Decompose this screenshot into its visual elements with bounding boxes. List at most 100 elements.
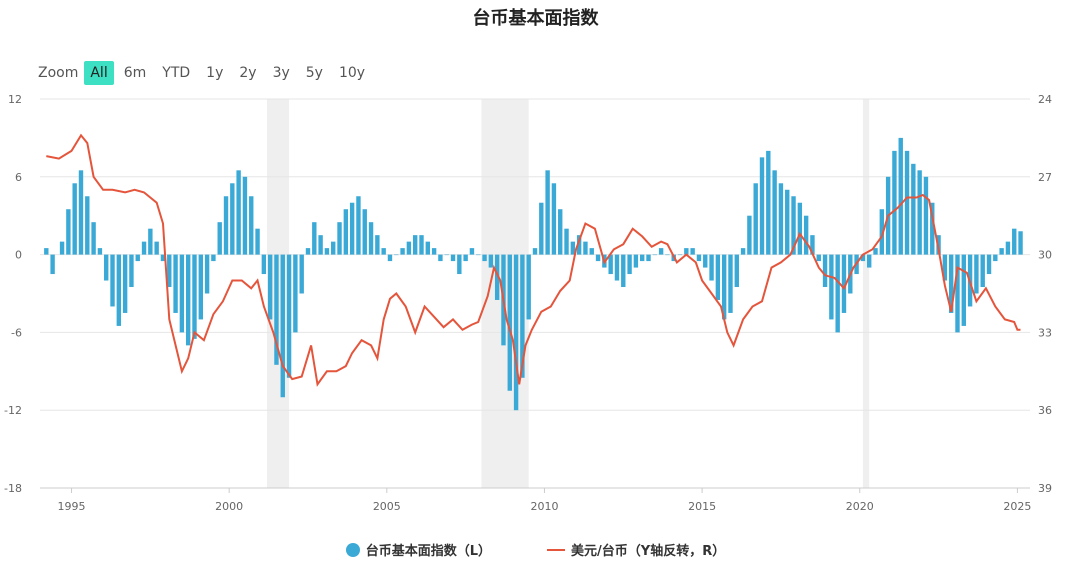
bar-80 [551, 183, 557, 255]
bar-20 [173, 254, 178, 313]
bar-8 [97, 248, 103, 255]
bar-39 [293, 254, 298, 333]
right-axis-tick-4: 36 [1038, 404, 1052, 417]
right-axis-tick-2: 30 [1038, 249, 1052, 262]
bar-6 [85, 196, 90, 255]
bar-106 [715, 254, 721, 300]
right-axis-tick-0: 24 [1038, 93, 1052, 106]
zoom-10y-button[interactable]: 10y [338, 65, 366, 81]
bar-51 [368, 222, 374, 255]
bar-13 [129, 254, 134, 288]
bar-34 [261, 254, 267, 275]
zoom-selector: Zoom All 6m YTD 1y 2y 3y 5y 10y [38, 61, 375, 85]
legend: 台币基本面指数（L） 美元/台币（Y轴反转，R） [0, 540, 1071, 559]
right-axis-tick-1: 27 [1038, 171, 1052, 184]
zoom-5y-button[interactable]: 5y [305, 65, 323, 81]
bar-126 [841, 254, 847, 313]
zoom-ytd-button[interactable]: YTD [162, 65, 191, 81]
bar-134 [892, 150, 897, 255]
bar-107 [721, 254, 727, 320]
bar-110 [740, 248, 746, 255]
bar-139 [923, 176, 929, 255]
bar-3 [66, 209, 71, 255]
bar-series [44, 137, 1023, 411]
bar-104 [703, 254, 708, 268]
x-axis-tick-2: 2005 [373, 500, 401, 513]
chart-plot: 12 6 0 -6 -12 -18 24 27 30 33 36 39 1995 2000 2005 20… [4, 93, 1052, 513]
legend-item-fundamental-index[interactable]: 台币基本面指数（L） [345, 540, 492, 559]
zoom-all-button[interactable]: All [84, 61, 114, 85]
bar-0 [44, 248, 49, 255]
bar-83 [570, 241, 576, 255]
bar-54 [387, 254, 393, 262]
legend-line-icon [547, 548, 566, 551]
bar-105 [709, 254, 714, 281]
bar-58 [412, 235, 418, 255]
bar-66 [463, 254, 468, 262]
zoom-2y-button[interactable]: 2y [239, 65, 257, 81]
zoom-1y-button[interactable]: 1y [206, 65, 224, 81]
left-axis-labels: 12 6 0 -6 -12 -18 [4, 93, 22, 495]
bar-144 [955, 254, 960, 333]
bar-23 [192, 254, 197, 339]
bar-131 [873, 248, 878, 255]
legend-dot-icon [345, 542, 360, 557]
zoom-3y-button[interactable]: 3y [272, 65, 290, 81]
bar-121 [810, 235, 815, 255]
bar-44 [324, 248, 330, 255]
bar-150 [993, 254, 998, 262]
bar-82 [564, 228, 569, 255]
bar-48 [349, 202, 355, 255]
bar-103 [696, 254, 702, 262]
bar-60 [425, 241, 431, 255]
bar-114 [766, 150, 771, 255]
zoom-6m-button[interactable]: 6m [123, 65, 147, 81]
bar-28 [223, 196, 229, 255]
bar-153 [1012, 228, 1017, 255]
bar-149 [986, 254, 992, 275]
bar-89 [608, 254, 613, 275]
bar-30 [236, 170, 241, 255]
bar-117 [785, 189, 790, 255]
bar-49 [356, 196, 361, 255]
bar-94 [639, 254, 645, 262]
bar-19 [167, 254, 172, 288]
bar-63 [444, 254, 449, 256]
left-axis-tick-5: -18 [4, 482, 22, 495]
bar-151 [999, 248, 1004, 255]
bar-152 [1005, 241, 1011, 255]
bar-42 [312, 222, 317, 255]
x-axis-tick-4: 2015 [688, 500, 716, 513]
bar-75 [520, 254, 525, 378]
bar-147 [974, 254, 979, 294]
bar-57 [406, 241, 412, 255]
usd-twd-line [46, 133, 1021, 387]
bar-59 [419, 235, 424, 255]
right-axis-tick-3: 33 [1038, 326, 1052, 339]
bar-2 [59, 241, 65, 255]
bar-140 [930, 202, 935, 255]
legend-item-usd-twd[interactable]: 美元/台币（Y轴反转，R） [547, 540, 725, 559]
chart-title: 台币基本面指数 [472, 8, 599, 29]
bar-70 [488, 254, 494, 268]
bar-56 [400, 248, 405, 255]
bar-21 [179, 254, 185, 333]
bar-123 [822, 254, 828, 288]
bar-119 [797, 202, 803, 255]
bar-109 [734, 254, 739, 288]
zoom-label: Zoom [38, 65, 79, 81]
bar-64 [450, 254, 456, 262]
bar-62 [438, 254, 443, 262]
bar-90 [614, 254, 620, 281]
bar-142 [942, 254, 948, 281]
bar-86 [589, 248, 594, 255]
bar-50 [362, 209, 367, 255]
bar-43 [318, 235, 323, 255]
bar-102 [690, 248, 695, 255]
bar-135 [898, 137, 903, 255]
legend-label-fundamental-index: 台币基本面指数（L） [365, 544, 492, 559]
left-axis-tick-4: -12 [4, 404, 22, 417]
left-axis-tick-3: -6 [11, 326, 22, 339]
bar-9 [104, 254, 109, 281]
bar-120 [803, 215, 809, 255]
